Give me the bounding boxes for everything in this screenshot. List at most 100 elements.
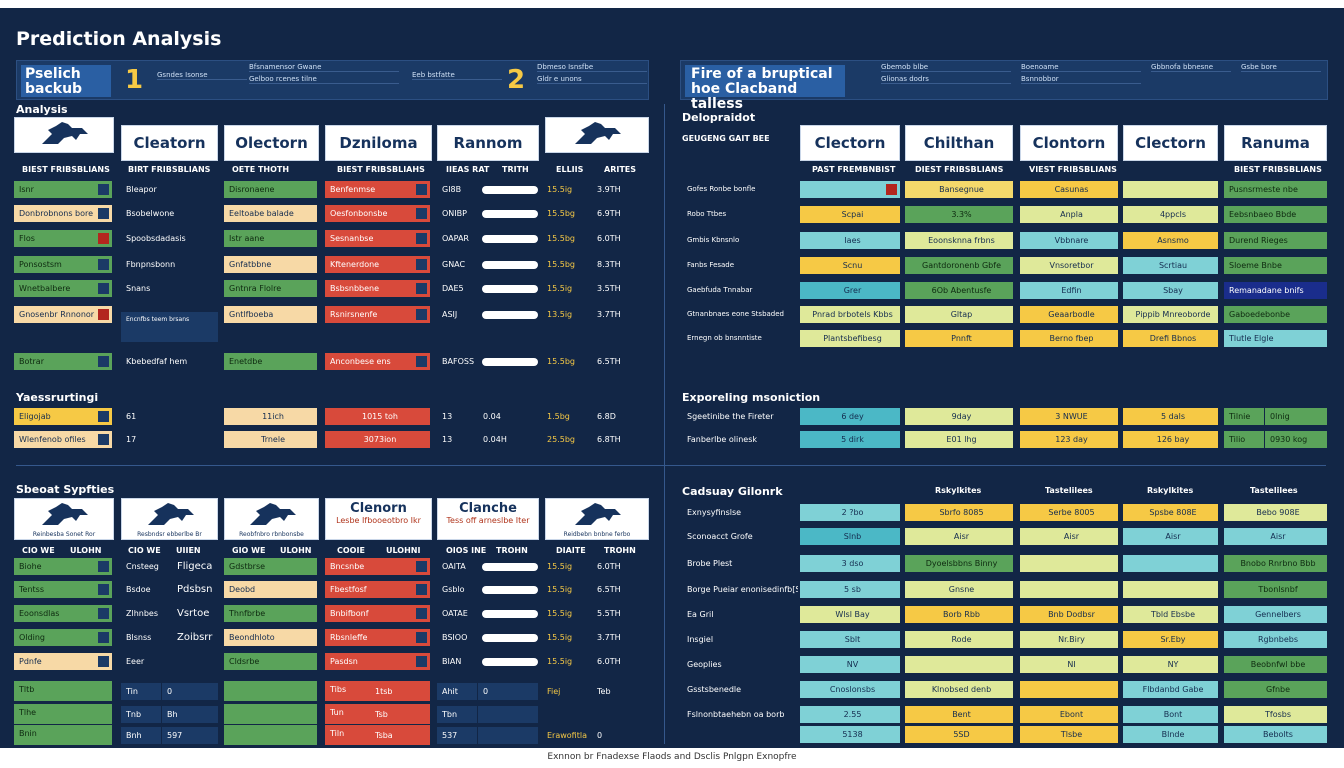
delo-cell[interactable]: Geaarbodle <box>1020 306 1118 323</box>
catalog-cell[interactable]: Bnobo Rnrbno Bbb <box>1224 555 1327 572</box>
sports-cell-name[interactable]: Eoonsdlas <box>14 605 112 622</box>
delo-cell[interactable]: Casunas <box>1020 181 1118 198</box>
team-card[interactable]: Ranuma <box>1224 125 1327 161</box>
exploring-cell[interactable]: Tilnie <box>1224 408 1264 425</box>
team-card[interactable]: Cleatorn <box>121 125 218 161</box>
delo-cell[interactable]: Pnnft <box>905 330 1013 347</box>
analysis-cell-name[interactable]: Gnosenbr Rnnonor <box>14 306 112 323</box>
catalog-cell[interactable]: Aisr <box>1224 528 1327 545</box>
delo-cell[interactable]: Bansegnue <box>905 181 1013 198</box>
delo-cell[interactable]: Tlutle Elgle <box>1224 330 1327 347</box>
catalog-cell[interactable]: Beobnfwl bbe <box>1224 656 1327 673</box>
catalog-cell[interactable]: Sbrfo 8085 <box>905 504 1013 521</box>
analysis-cell-value[interactable]: Rsnirsnenfe <box>325 306 430 323</box>
exploring-cell[interactable]: 6 dey <box>800 408 900 425</box>
catalog-cell[interactable]: 5 sb <box>800 581 900 598</box>
analysis-cell-value[interactable]: Oesfonbonsbe <box>325 205 430 222</box>
delo-cell[interactable]: Sbay <box>1123 282 1218 299</box>
sports-cell-value[interactable]: Bncsnbe <box>325 558 430 575</box>
totals-cell[interactable] <box>224 704 317 724</box>
sports-cell-value[interactable]: Fbestfosf <box>325 581 430 598</box>
exploring-cell[interactable]: 0930 kog <box>1265 431 1327 448</box>
delo-cell[interactable]: Eebsnbaeo Bbde <box>1224 206 1327 223</box>
delo-cell[interactable]: Scrtiau <box>1123 257 1218 274</box>
analysis-cell-value[interactable]: Anconbese ens <box>325 353 430 370</box>
delo-cell[interactable]: Durend Rieges <box>1224 232 1327 249</box>
catalog-cell[interactable]: 3 dso <box>800 555 900 572</box>
team-card[interactable]: Olectorn <box>224 125 319 161</box>
analysis-cell-stat[interactable]: Disronaene <box>224 181 317 198</box>
sports-cell-value[interactable]: Bnbifbonf <box>325 605 430 622</box>
catalog-cell[interactable]: Tfosbs <box>1224 706 1327 723</box>
catalog-cell[interactable]: NV <box>800 656 900 673</box>
catalog-cell[interactable]: NY <box>1123 656 1218 673</box>
delo-cell[interactable]: Vnsoretbor <box>1020 257 1118 274</box>
analysis-cell-value[interactable]: Bsbsnbbene <box>325 280 430 297</box>
catalog-cell[interactable] <box>905 656 1013 673</box>
delo-cell[interactable]: Asnsmo <box>1123 232 1218 249</box>
delo-cell[interactable]: Berno fbep <box>1020 330 1118 347</box>
catalog-cell[interactable]: Aisr <box>1020 528 1118 545</box>
delo-cell[interactable]: Sloeme Bnbe <box>1224 257 1327 274</box>
sports-cell-stat[interactable]: Beondhloto <box>224 629 317 646</box>
team-card[interactable]: Clectorn <box>800 125 900 161</box>
exploring-cell[interactable]: 9day <box>905 408 1013 425</box>
exploring-cell[interactable]: 126 bay <box>1123 431 1218 448</box>
catalog-cell[interactable]: Bnb Dodbsr <box>1020 606 1118 623</box>
catalog-cell[interactable]: NI <box>1020 656 1118 673</box>
catalog-cell[interactable]: Rgbnbebs <box>1224 631 1327 648</box>
analysis-cell-name[interactable]: Ponsostsm <box>14 256 112 273</box>
team-card[interactable]: Clectorn <box>1123 125 1218 161</box>
catalog-cell[interactable]: Gennelbers <box>1224 606 1327 623</box>
catalog-cell[interactable]: Spsbe 808E <box>1123 504 1218 521</box>
sports-cell-value[interactable]: Pasdsn <box>325 653 430 670</box>
sports-cell-name[interactable]: Pdnfe <box>14 653 112 670</box>
yearly-cell-name[interactable]: Wlenfenob ofiles <box>14 431 112 448</box>
totals-cell-name[interactable]: Bnin <box>14 725 112 745</box>
exploring-cell[interactable]: 0lnig <box>1265 408 1327 425</box>
yearly-cell-time[interactable]: Trnele <box>224 431 317 448</box>
analysis-cell-stat[interactable]: Gnfatbbne <box>224 256 317 273</box>
analysis-cell-stat[interactable]: Gntlfboeba <box>224 306 317 323</box>
catalog-cell[interactable]: Gfnbe <box>1224 681 1327 698</box>
catalog-cell[interactable]: Sr.Eby <box>1123 631 1218 648</box>
catalog-cell[interactable]: Bebo 908E <box>1224 504 1327 521</box>
totals-cell-value[interactable]: Tibs <box>325 681 430 701</box>
exploring-cell[interactable]: 123 day <box>1020 431 1118 448</box>
sports-cell-stat[interactable]: Thnfbrbe <box>224 605 317 622</box>
catalog-cell[interactable] <box>1123 555 1218 572</box>
catalog-cell[interactable] <box>1020 581 1118 598</box>
delo-cell[interactable]: Plantsbefibesg <box>800 330 900 347</box>
delo-cell[interactable]: 6Ob Abentusfe <box>905 282 1013 299</box>
exploring-cell[interactable]: 5 dirk <box>800 431 900 448</box>
delo-cell[interactable]: Gaboedebonbe <box>1224 306 1327 323</box>
yearly-cell-time[interactable]: 11ich <box>224 408 317 425</box>
catalog-cell[interactable]: Klnobsed denb <box>905 681 1013 698</box>
catalog-cell[interactable]: Slnb <box>800 528 900 545</box>
sports-cell-stat[interactable]: Gdstbrse <box>224 558 317 575</box>
catalog-cell[interactable]: Serbe 8005 <box>1020 504 1118 521</box>
analysis-cell-stat[interactable]: Eeltoabe balade <box>224 205 317 222</box>
catalog-cell[interactable]: 2.55 <box>800 706 900 723</box>
sports-cell-stat[interactable]: Cldsrbe <box>224 653 317 670</box>
team-card[interactable]: Clontorn <box>1020 125 1118 161</box>
sports-cell-stat[interactable]: Deobd <box>224 581 317 598</box>
delo-cell[interactable]: Drefi Bbnos <box>1123 330 1218 347</box>
catalog-cell[interactable]: Tbonlsnbf <box>1224 581 1327 598</box>
delo-cell[interactable]: Gantdoronenb Gbfe <box>905 257 1013 274</box>
catalog-cell[interactable]: Bent <box>905 706 1013 723</box>
team-card[interactable]: Dzniloma <box>325 125 432 161</box>
catalog-cell[interactable]: 2 ?bo <box>800 504 900 521</box>
catalog-cell[interactable]: Dyoelsbbns Binny <box>905 555 1013 572</box>
exploring-cell[interactable]: E01 lhg <box>905 431 1013 448</box>
catalog-cell[interactable]: Cnoslonsbs <box>800 681 900 698</box>
analysis-cell-stat[interactable]: Enetdbe <box>224 353 317 370</box>
catalog-cell[interactable]: Tbld Ebsbe <box>1123 606 1218 623</box>
catalog-cell[interactable]: Aisr <box>905 528 1013 545</box>
delo-cell[interactable]: Anpla <box>1020 206 1118 223</box>
exploring-cell[interactable]: 3 NWUE <box>1020 408 1118 425</box>
catalog-cell[interactable]: Wlsl Bay <box>800 606 900 623</box>
yearly-cell-value[interactable]: 3073ion <box>325 431 430 448</box>
totals-cell-name[interactable]: Tltb <box>14 681 112 701</box>
delo-cell[interactable]: Pusnsrmeste nbe <box>1224 181 1327 198</box>
